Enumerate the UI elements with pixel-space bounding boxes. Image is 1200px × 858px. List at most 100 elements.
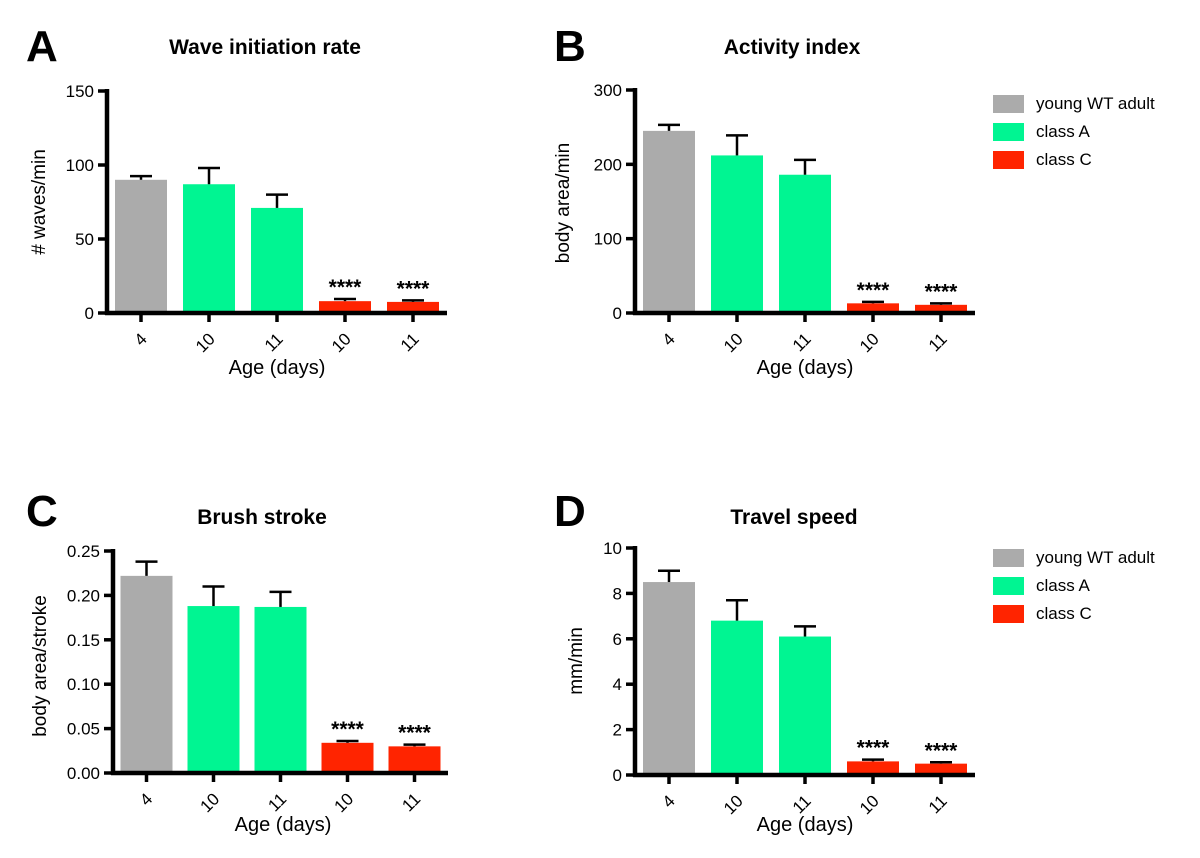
significance-stars: ****	[398, 722, 432, 745]
y-tick-label: 0.05	[67, 720, 100, 739]
significance-stars: ****	[857, 737, 891, 760]
x-tick-label: 11	[925, 329, 951, 355]
legend-label: class A	[1036, 122, 1090, 141]
x-tick-label: 11	[261, 329, 287, 355]
legend-item: class A	[993, 577, 1155, 595]
legend-label: class C	[1036, 150, 1092, 169]
significance-stars: ****	[925, 739, 959, 762]
bar	[251, 207, 303, 313]
chart-panel-b: B Activity index 0 100 200 300 4 10 11 **** 10 ****…	[553, 22, 975, 379]
x-tick-label: 4	[136, 789, 156, 809]
y-tick-label: 50	[75, 230, 94, 249]
bar	[847, 303, 899, 313]
x-axis-label: Age (days)	[757, 357, 854, 379]
panel-letter: C	[26, 487, 58, 536]
x-tick-label: 10	[856, 329, 883, 356]
chart-panel-c: C Brush stroke 0.00 0.05 0.10 0.15 0.20 0.25 4 10…	[26, 487, 448, 836]
legend-swatch-young-wt-adult	[993, 549, 1024, 567]
x-tick-label: 10	[197, 789, 224, 816]
x-tick-label: 10	[331, 789, 358, 816]
bar	[120, 575, 173, 773]
bar	[254, 606, 307, 773]
significance-stars: ****	[331, 718, 365, 741]
y-axis-label: body area/min	[553, 143, 574, 263]
legend-swatch-class-c	[993, 151, 1024, 169]
bar	[183, 184, 235, 313]
y-tick-label: 8	[613, 584, 622, 603]
y-tick-label: 0.15	[67, 631, 100, 650]
significance-stars: ****	[397, 277, 431, 300]
bar	[321, 742, 374, 773]
y-tick-label: 0.20	[67, 586, 100, 605]
x-tick-label: 10	[192, 329, 219, 356]
y-tick-label: 2	[613, 721, 622, 740]
bar	[319, 301, 371, 313]
y-tick-label: 100	[66, 156, 94, 175]
bar	[115, 179, 167, 313]
legend-item: young WT adult	[993, 549, 1155, 567]
bar	[847, 761, 899, 775]
legend-swatch-class-a	[993, 577, 1024, 595]
legend-label: young WT adult	[1036, 94, 1155, 113]
bar	[711, 620, 763, 775]
y-tick-label: 0	[85, 304, 94, 323]
legend-swatch-class-a	[993, 123, 1024, 141]
significance-stars: ****	[329, 276, 363, 299]
y-axis-label: body area/stroke	[30, 595, 51, 737]
y-tick-label: 0.10	[67, 675, 100, 694]
y-tick-label: 300	[594, 81, 622, 100]
y-tick-label: 100	[594, 230, 622, 249]
y-tick-label: 150	[66, 82, 94, 101]
legend-item: class C	[993, 151, 1155, 169]
chart-title: Activity index	[724, 36, 861, 59]
x-tick-label: 11	[264, 789, 290, 815]
x-axis-label: Age (days)	[235, 814, 332, 836]
bar	[643, 582, 695, 775]
y-tick-label: 200	[594, 155, 622, 174]
legend-item: class C	[993, 605, 1155, 623]
chart-title: Travel speed	[730, 506, 857, 529]
bar	[779, 636, 831, 775]
legend-label: class C	[1036, 604, 1092, 623]
x-tick-label: 11	[397, 329, 423, 355]
y-tick-label: 0.00	[67, 764, 100, 783]
bar	[915, 763, 967, 775]
bar	[779, 174, 831, 313]
x-tick-label: 11	[789, 329, 815, 355]
panel-letter: B	[554, 22, 586, 71]
legend-label: young WT adult	[1036, 548, 1155, 567]
x-tick-label: 4	[659, 329, 679, 349]
y-axis-label: # waves/min	[29, 149, 50, 255]
x-tick-label: 11	[398, 789, 424, 815]
legend-swatch-young-wt-adult	[993, 95, 1024, 113]
x-tick-label: 4	[659, 791, 679, 811]
legend-label: class A	[1036, 576, 1090, 595]
x-tick-label: 11	[925, 791, 951, 817]
x-tick-label: 10	[720, 329, 747, 356]
legend-swatch-class-c	[993, 605, 1024, 623]
significance-stars: ****	[925, 280, 959, 303]
significance-stars: ****	[857, 279, 891, 302]
legend-bottom: young WT adult class A class C	[993, 549, 1155, 623]
bar	[387, 301, 439, 313]
y-tick-label: 0	[613, 304, 622, 323]
chart-panel-a: A Wave initiation rate 0 50 100 150 4 10 11 **** 1…	[26, 22, 447, 379]
x-tick-label: 10	[328, 329, 355, 356]
chart-title: Wave initiation rate	[169, 36, 361, 59]
legend-item: young WT adult	[993, 95, 1155, 113]
legend-item: class A	[993, 123, 1155, 141]
y-tick-label: 10	[603, 539, 622, 558]
x-tick-label: 4	[131, 329, 151, 349]
x-tick-label: 10	[856, 791, 883, 818]
x-axis-label: Age (days)	[757, 814, 854, 836]
bar	[388, 746, 441, 773]
y-tick-label: 4	[613, 675, 622, 694]
panel-letter: A	[26, 22, 58, 71]
y-axis-label: mm/min	[566, 627, 587, 695]
bar	[915, 304, 967, 313]
bar	[711, 155, 763, 313]
x-axis-label: Age (days)	[229, 357, 326, 379]
legend-top: young WT adult class A class C	[993, 95, 1155, 169]
y-tick-label: 0	[613, 766, 622, 785]
